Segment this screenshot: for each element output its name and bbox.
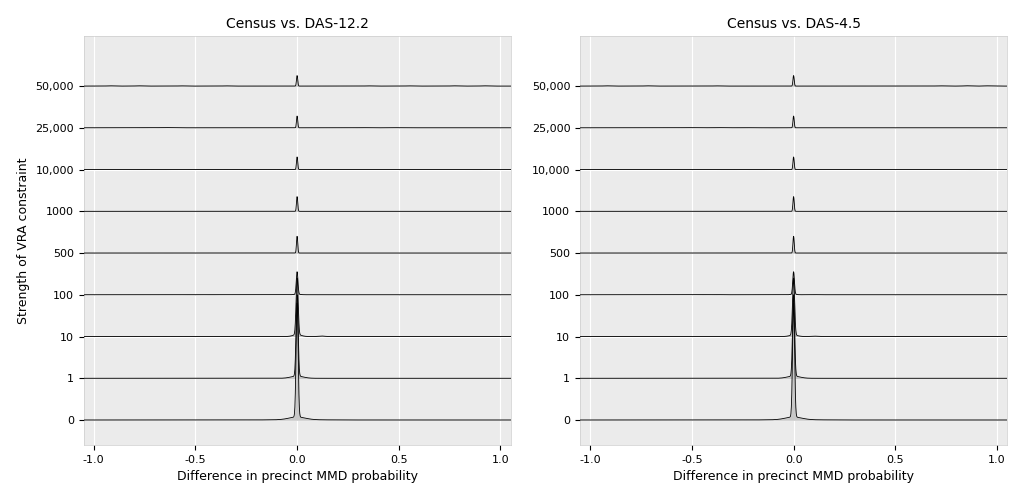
Title: Census vs. DAS-12.2: Census vs. DAS-12.2	[225, 16, 369, 30]
X-axis label: Difference in precinct MMD probability: Difference in precinct MMD probability	[176, 470, 418, 484]
Y-axis label: Strength of VRA constraint: Strength of VRA constraint	[16, 158, 30, 324]
Title: Census vs. DAS-4.5: Census vs. DAS-4.5	[727, 16, 860, 30]
X-axis label: Difference in precinct MMD probability: Difference in precinct MMD probability	[673, 470, 914, 484]
